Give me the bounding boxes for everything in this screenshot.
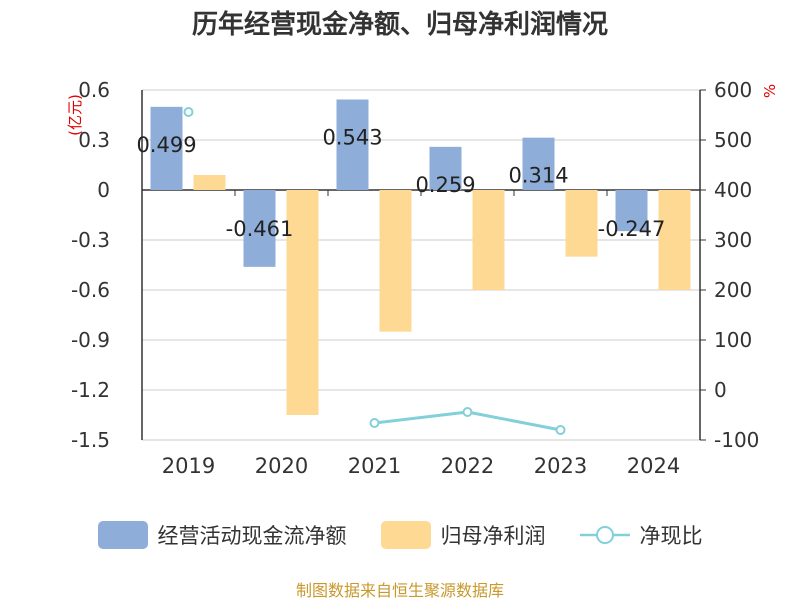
right-tick-label: 200 — [714, 278, 752, 302]
left-tick-label: -1.2 — [71, 378, 110, 402]
legend-item-cash-ratio[interactable]: 净现比 — [579, 520, 703, 550]
right-tick-label: 100 — [714, 328, 752, 352]
data-label-cashflow: 0.314 — [508, 164, 568, 188]
x-tick-label: 2020 — [255, 454, 308, 478]
bar-net-profit-2022 — [472, 190, 505, 290]
bar-net-profit-2023 — [565, 190, 598, 257]
left-tick-label: 0.6 — [78, 78, 110, 102]
left-tick-label: -1.5 — [71, 428, 110, 452]
legend-item-cashflow[interactable]: 经营活动现金流净额 — [97, 520, 347, 550]
data-label-cashflow: -0.461 — [226, 217, 294, 241]
right-tick-label: 500 — [714, 128, 752, 152]
legend-label-cashflow: 经营活动现金流净额 — [157, 524, 347, 548]
bar-net-profit-2021 — [379, 190, 412, 332]
legend-swatch-cashflow — [97, 521, 148, 549]
bar-cashflow-2020 — [243, 190, 276, 267]
ratio-line-segment — [467, 410, 561, 432]
ratio-point-2023 — [555, 425, 566, 435]
left-tick-label: -0.9 — [71, 328, 110, 352]
bar-cashflow-2019 — [150, 106, 183, 190]
right-tick-label: -100 — [714, 428, 759, 452]
chart-legend: 经营活动现金流净额 归母净利润 净现比 — [0, 515, 800, 555]
legend-label-net-profit: 归母净利润 — [440, 524, 546, 548]
data-source-note: 制图数据来自恒生聚源数据库 — [295, 581, 504, 600]
data-label-cashflow: -0.247 — [598, 217, 666, 241]
right-axis-unit: % — [761, 84, 779, 98]
x-tick-label: 2021 — [348, 454, 401, 478]
left-tick-label: -0.3 — [71, 228, 110, 252]
right-tick-label: 600 — [714, 78, 752, 102]
bar-net-profit-2020 — [286, 190, 319, 415]
bar-net-profit-2024 — [658, 190, 691, 290]
x-tick-label: 2019 — [162, 454, 215, 478]
x-tick-label: 2024 — [627, 454, 680, 478]
ratio-point-2022 — [462, 407, 473, 417]
ratio-point-2019 — [183, 107, 194, 117]
data-label-cashflow: 0.499 — [136, 133, 196, 157]
legend-label-cash-ratio: 净现比 — [639, 524, 703, 548]
ratio-line-segment — [374, 410, 468, 425]
bar-cashflow-2024 — [615, 190, 648, 232]
left-tick-label: 0.3 — [78, 128, 110, 152]
bar-cashflow-2023 — [522, 137, 555, 190]
data-label-cashflow: 0.259 — [415, 173, 475, 197]
bar-net-profit-2019 — [193, 175, 226, 190]
right-tick-label: 300 — [714, 228, 752, 252]
left-tick-label: -0.6 — [71, 278, 110, 302]
data-label-cashflow: 0.543 — [322, 126, 382, 150]
x-tick-label: 2023 — [534, 454, 587, 478]
legend-item-net-profit[interactable]: 归母净利润 — [380, 520, 546, 550]
ratio-point-2021 — [369, 418, 380, 428]
bar-cashflow-2022 — [429, 146, 462, 190]
legend-swatch-net-profit — [380, 521, 431, 549]
legend-line-marker-icon — [579, 526, 630, 544]
x-tick-label: 2022 — [441, 454, 494, 478]
right-tick-label: 0 — [714, 378, 727, 402]
chart-title: 历年经营现金净额、归母净利润情况 — [191, 10, 608, 40]
left-axis-unit: (亿元) — [66, 94, 84, 136]
left-tick-label: 0 — [97, 178, 110, 202]
bar-cashflow-2021 — [336, 99, 369, 190]
right-tick-label: 400 — [714, 178, 752, 202]
